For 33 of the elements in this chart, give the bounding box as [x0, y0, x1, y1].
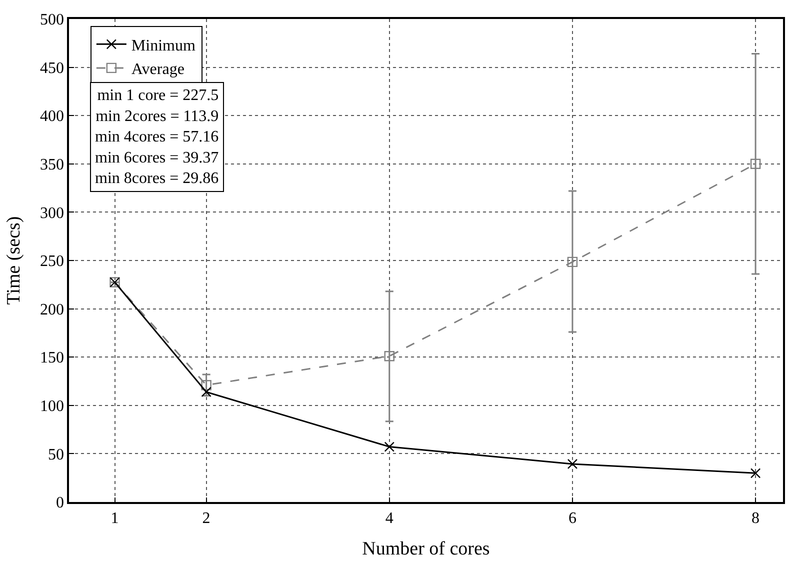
point [384, 351, 394, 362]
y-tick-label: 350 [40, 156, 64, 174]
legend-label: Average [131, 61, 184, 78]
point [567, 256, 578, 268]
annotation: min 2cores = 113.9 [96, 108, 219, 125]
legend-label: Minimum [131, 37, 196, 54]
y-axis-title: Time (secs) [3, 216, 24, 305]
point [201, 386, 212, 398]
y-tick-label: 200 [40, 301, 64, 318]
y-tick-label: 450 [40, 60, 64, 77]
annotation: min 8cores = 29.86 [95, 170, 219, 188]
y-tick-label: 150 [40, 350, 64, 367]
x-tick-label: 4 [385, 510, 394, 527]
y-tick-label: 300 [40, 204, 64, 222]
x-tick-label: 1 [110, 510, 119, 527]
y-tick-label: 400 [40, 108, 64, 126]
annotation: min 6cores = 39.37 [95, 149, 219, 166]
annotation: min 1 core = 227.5 [97, 87, 219, 104]
point [201, 380, 212, 390]
point [384, 442, 394, 452]
y-tick-label: 500 [40, 12, 64, 29]
point [750, 468, 761, 478]
y-tick-label: 0 [56, 494, 64, 512]
y-tick-label: 50 [48, 446, 64, 464]
x-tick-label: 8 [752, 510, 760, 527]
annotation: min 4cores = 57.16 [95, 128, 219, 146]
point [567, 458, 578, 470]
point [750, 158, 761, 169]
x-axis-title: Number of cores [362, 538, 490, 560]
y-tick-label: 100 [40, 398, 64, 415]
x-tick-label: 6 [568, 510, 576, 527]
y-tick-label: 250 [40, 253, 64, 270]
x-tick-label: 2 [202, 510, 210, 527]
